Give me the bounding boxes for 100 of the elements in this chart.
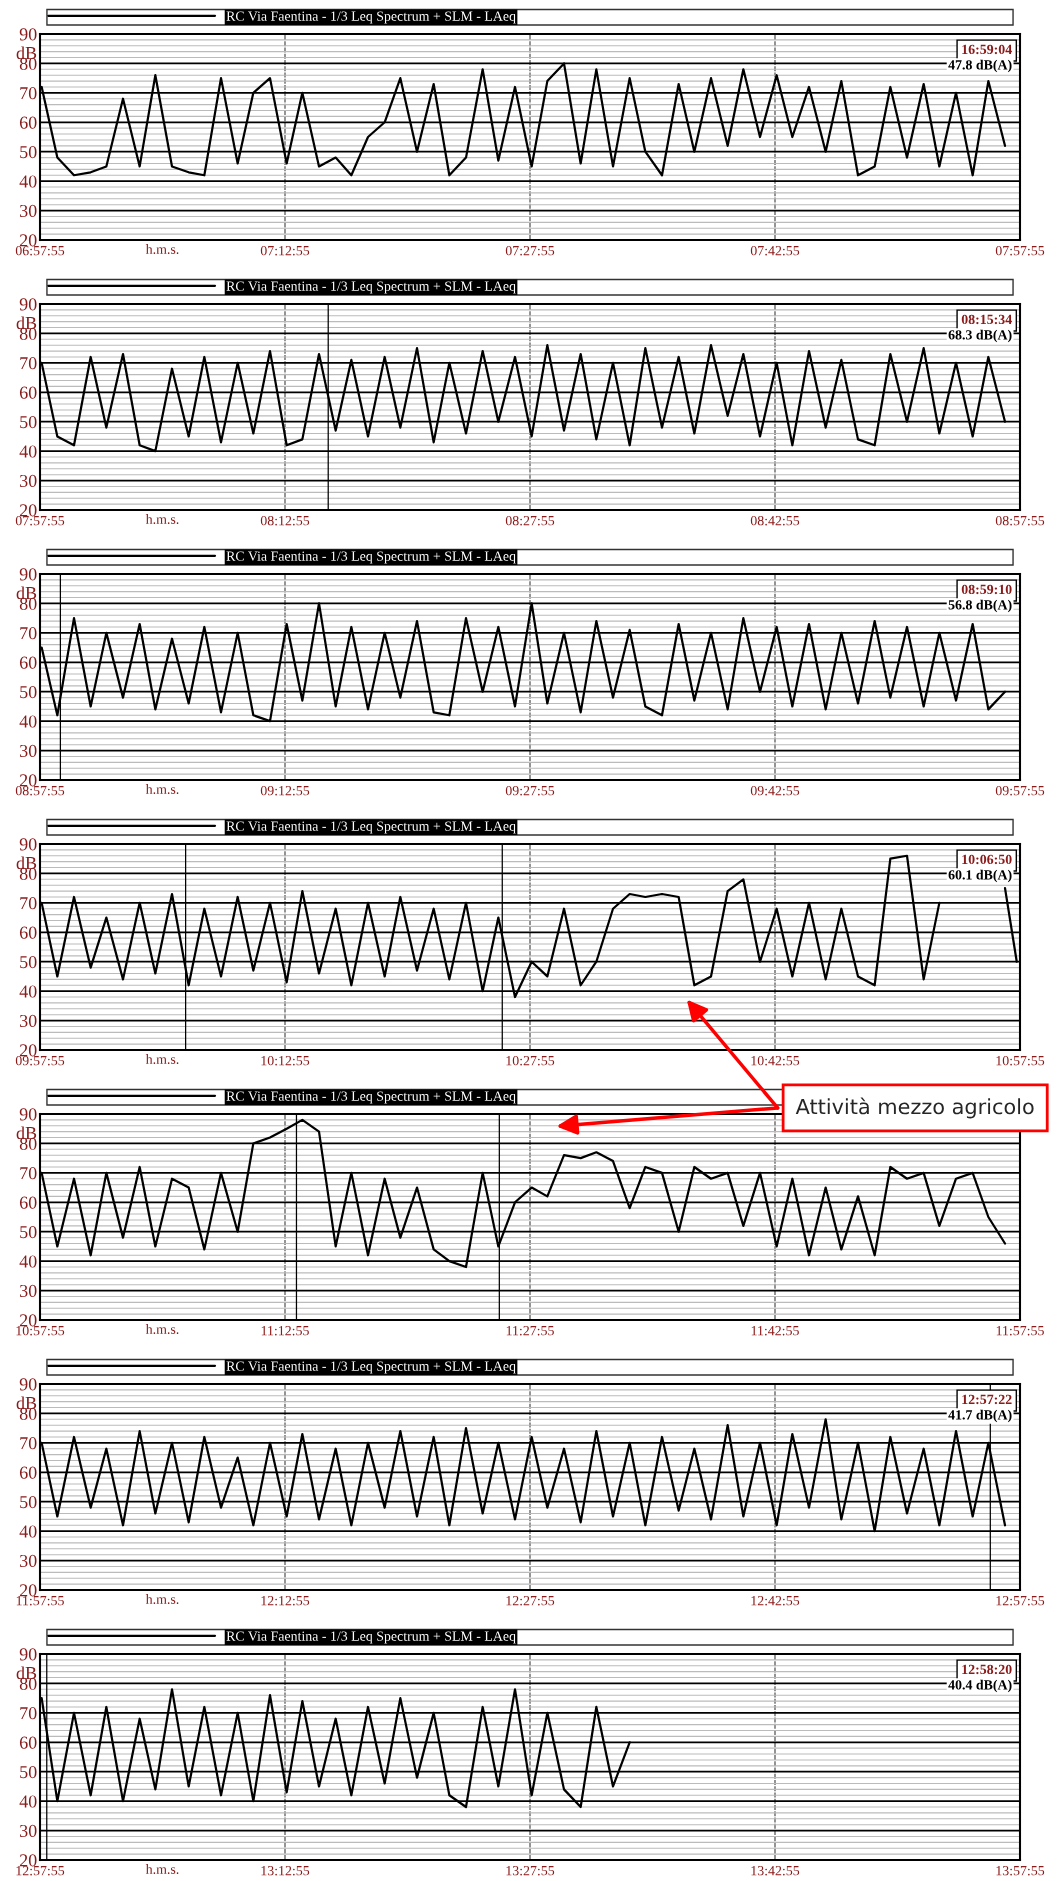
annotation: 56.8 dB(A) <box>948 599 1012 613</box>
annotation: 60.1 dB(A) <box>948 869 1012 883</box>
x-axis-title: h.m.s. <box>145 784 179 794</box>
y-tick-label: 90 <box>19 298 37 311</box>
x-tick-label: 09:12:55 <box>260 785 310 796</box>
annotation: 68.3 dB(A) <box>948 329 1012 343</box>
y-tick-label: 20 <box>19 1044 37 1057</box>
y-tick-label: 70 <box>20 1437 37 1450</box>
y-tick-label: 40 <box>19 715 37 728</box>
y-tick-label: 20 <box>19 234 37 247</box>
text: RC Via Faentina - 1/3 Leq Spectrum + SLM - LAeq <box>226 1361 516 1374</box>
x-tick-label: 09:57:55 <box>995 785 1045 796</box>
y-tick-label: 60 <box>19 386 37 399</box>
text: RC Via Faentina - 1/3 Leq Spectrum + SLM - LAeq <box>226 551 516 564</box>
annotation: 41.7 dB(A) <box>948 1409 1012 1423</box>
y-tick-label: 90 <box>19 568 37 581</box>
y-tick-label: 70 <box>20 357 37 370</box>
y-tick-label: 50 <box>20 415 37 429</box>
y-tick-label: 30 <box>20 204 37 218</box>
y-tick-label: 80 <box>19 1677 37 1690</box>
y-tick-label: 50 <box>20 1495 37 1509</box>
x-tick-label: 10:42:55 <box>751 1055 800 1066</box>
x-tick-label: 07:12:55 <box>260 245 310 256</box>
y-tick-label: 70 <box>20 1167 37 1180</box>
annotation: Attività mezzo agricolo <box>795 1097 1034 1119</box>
y-tick-label: 80 <box>19 1407 37 1420</box>
x-tick-label: 11:57:55 <box>16 1596 64 1606</box>
y-tick-label: 60 <box>19 926 37 939</box>
x-tick-label: 09:57:55 <box>15 1055 65 1066</box>
y-tick-label: 20 <box>19 504 37 517</box>
x-tick-label: 11:57:55 <box>996 1326 1044 1336</box>
y-tick-label: 40 <box>19 1525 37 1538</box>
x-axis-title: h.m.s. <box>145 244 179 254</box>
annotation: 08:15:34 <box>961 314 1012 325</box>
y-tick-label: 90 <box>19 838 37 851</box>
y-tick-label: 50 <box>20 1225 37 1239</box>
y-tick-label: 90 <box>19 28 37 41</box>
y-tick-label: 80 <box>19 1137 37 1150</box>
x-tick-label: 11:42:55 <box>751 1326 799 1336</box>
x-axis-title: h.m.s. <box>145 1324 179 1334</box>
y-axis-title: dB <box>16 46 37 60</box>
x-tick-label: 08:57:55 <box>15 785 65 796</box>
x-tick-label: 10:57:55 <box>16 1325 65 1336</box>
y-tick-label: 90 <box>19 1108 37 1121</box>
y-tick-label: 60 <box>19 1196 37 1209</box>
y-tick-label: 50 <box>20 1765 37 1779</box>
y-tick-label: 50 <box>20 145 37 159</box>
x-tick-label: 11:27:55 <box>506 1326 554 1336</box>
x-tick-label: 13:12:55 <box>261 1866 310 1876</box>
annotation: 08:59:10 <box>961 584 1012 595</box>
y-tick-label: 70 <box>20 627 37 640</box>
y-tick-label: 20 <box>19 774 37 787</box>
x-tick-label: 06:57:55 <box>15 245 65 256</box>
x-tick-label: 13:27:55 <box>506 1866 555 1876</box>
annotation: 12:58:20 <box>962 1664 1012 1675</box>
x-tick-label: 12:57:55 <box>16 1866 65 1876</box>
annotation: 12:57:22 <box>962 1394 1012 1405</box>
y-axis-title: dB <box>16 856 37 870</box>
y-axis-title: dB <box>16 1126 37 1140</box>
x-axis-title: h.m.s. <box>145 1054 179 1064</box>
annotation: 10:06:50 <box>962 854 1012 865</box>
text: RC Via Faentina - 1/3 Leq Spectrum + SLM - LAeq <box>226 281 516 294</box>
text: RC Via Faentina - 1/3 Leq Spectrum + SLM - LAeq <box>226 1631 516 1644</box>
x-tick-label: 12:42:55 <box>751 1596 800 1606</box>
text: RC Via Faentina - 1/3 Leq Spectrum + SLM - LAeq <box>226 821 516 834</box>
y-tick-label: 70 <box>20 1707 37 1720</box>
x-tick-label: 08:42:55 <box>750 515 800 526</box>
y-tick-label: 70 <box>20 897 37 910</box>
y-tick-label: 30 <box>20 1284 37 1298</box>
y-tick-label: 60 <box>19 1736 37 1749</box>
x-tick-label: 12:57:55 <box>996 1596 1045 1606</box>
y-tick-label: 20 <box>19 1314 37 1327</box>
x-tick-label: 08:57:55 <box>995 515 1045 526</box>
x-tick-label: 07:57:55 <box>15 515 65 526</box>
y-tick-label: 30 <box>20 474 37 488</box>
x-tick-label: 11:12:55 <box>261 1326 309 1336</box>
y-tick-label: 80 <box>19 867 37 880</box>
y-tick-label: 20 <box>19 1584 37 1597</box>
y-axis-title: dB <box>16 586 37 600</box>
x-axis-title: h.m.s. <box>145 1864 179 1874</box>
x-axis-title: h.m.s. <box>145 514 179 524</box>
y-tick-label: 30 <box>20 1824 37 1838</box>
text: RC Via Faentina - 1/3 Leq Spectrum + SLM - LAeq <box>226 11 516 24</box>
y-tick-label: 40 <box>19 445 37 458</box>
y-tick-label: 70 <box>20 87 37 100</box>
x-tick-label: 10:27:55 <box>506 1055 555 1066</box>
x-tick-label: 09:42:55 <box>750 785 800 796</box>
x-tick-label: 07:27:55 <box>505 245 555 256</box>
y-tick-label: 60 <box>19 116 37 129</box>
y-tick-label: 40 <box>19 1255 37 1268</box>
y-tick-label: 30 <box>20 1554 37 1568</box>
y-tick-label: 50 <box>20 685 37 699</box>
y-axis-title: dB <box>16 1396 37 1410</box>
x-axis-title: h.m.s. <box>145 1594 179 1604</box>
x-tick-label: 09:27:55 <box>505 785 555 796</box>
y-tick-label: 60 <box>19 1466 37 1479</box>
y-tick-label: 50 <box>20 955 37 969</box>
x-tick-label: 13:57:55 <box>996 1866 1045 1876</box>
x-tick-label: 13:42:55 <box>751 1866 800 1876</box>
y-tick-label: 40 <box>19 985 37 998</box>
